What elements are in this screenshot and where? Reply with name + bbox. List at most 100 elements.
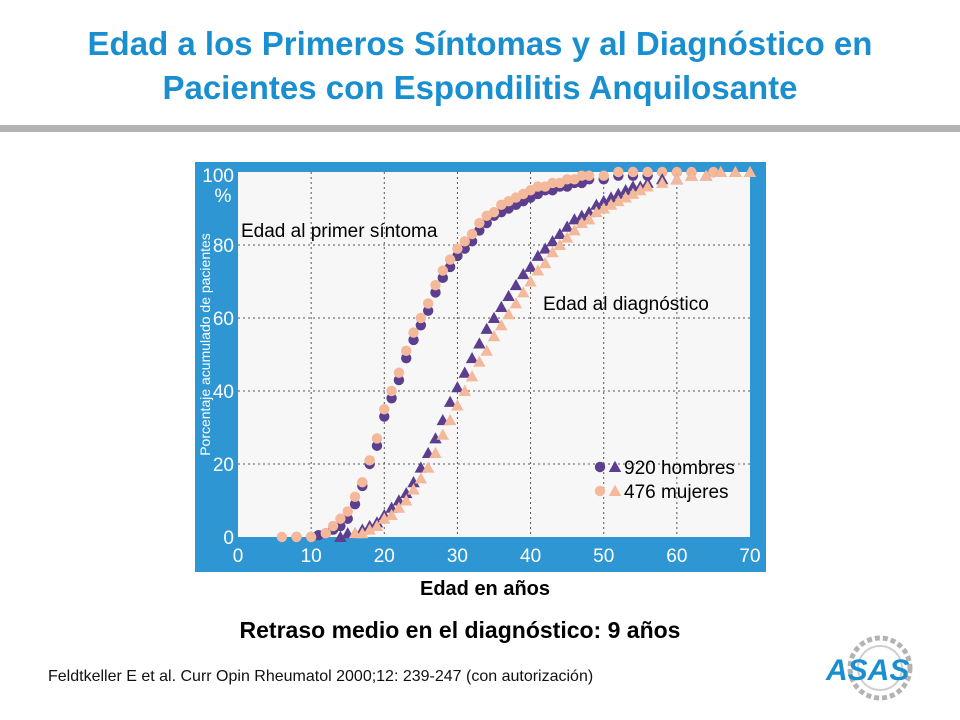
data-point [327, 520, 339, 532]
data-point [407, 476, 420, 488]
data-point [385, 508, 398, 521]
data-point [612, 187, 625, 199]
data-point [517, 268, 530, 280]
data-point [443, 414, 457, 426]
annotation-diagnosis: Edad al diagnóstico [543, 294, 709, 315]
data-point [458, 366, 471, 378]
data-point [604, 191, 618, 203]
y-tick-label: 0 [223, 528, 234, 549]
data-point [671, 166, 683, 178]
data-point [465, 370, 479, 382]
chart-panel: 0 10 20 30 40 50 60 70 0 20 40 60 80 100% Porcentaje a… [195, 162, 766, 572]
x-tick-label: 60 [666, 546, 687, 567]
data-point [547, 177, 558, 189]
legend-circle-marker [594, 461, 606, 473]
data-point [575, 216, 588, 229]
data-point [415, 320, 427, 331]
data-point [414, 472, 428, 484]
data-point [401, 345, 412, 357]
x-tick-label: 30 [447, 546, 468, 567]
data-point [437, 265, 448, 276]
data-point [349, 491, 361, 503]
y-tick-label: 60 [213, 309, 234, 330]
data-point [349, 498, 361, 510]
data-point [408, 327, 419, 338]
data-point [531, 249, 545, 261]
data-point [604, 198, 618, 210]
data-point [590, 205, 603, 218]
data-point [429, 432, 442, 444]
data-point [487, 311, 501, 323]
legend-circle-marker [594, 485, 606, 497]
data-point [379, 404, 390, 415]
data-point [568, 224, 581, 236]
data-point [276, 531, 288, 543]
data-point [531, 264, 545, 276]
data-point [429, 446, 442, 459]
data-point [546, 246, 559, 258]
data-point [560, 231, 574, 243]
data-point [400, 494, 413, 506]
data-point [459, 236, 470, 247]
x-axis-label: Edad en años [419, 578, 551, 600]
data-point [626, 187, 640, 199]
data-point [371, 440, 383, 451]
slide-title: Edad a los Primeros Síntomas y al Diagnó… [0, 22, 960, 110]
data-point [473, 337, 486, 349]
legend-triangle-marker [608, 484, 622, 496]
data-point [634, 184, 647, 196]
data-point [430, 287, 441, 298]
data-point [553, 227, 567, 240]
data-point [729, 165, 742, 177]
data-point [421, 461, 435, 473]
data-point [459, 243, 470, 254]
asas-logo: ASAS [820, 628, 920, 704]
data-point [378, 512, 391, 524]
data-point [670, 173, 684, 185]
data-point [743, 165, 757, 177]
data-point [393, 367, 405, 378]
data-point [656, 176, 669, 188]
title-line-2: Pacientes con Espondilitis Anquilosante [162, 69, 798, 106]
data-point [422, 298, 434, 309]
x-tick-label: 70 [739, 546, 760, 567]
data-point [335, 513, 346, 524]
data-point [436, 428, 449, 440]
data-point [539, 257, 552, 269]
data-point [488, 206, 500, 218]
data-point [473, 355, 486, 367]
data-point [465, 351, 479, 364]
data-point [560, 220, 574, 232]
data-point [502, 308, 515, 320]
data-point [407, 483, 420, 495]
data-point [612, 195, 625, 207]
data-point [583, 170, 595, 181]
data-point [524, 260, 537, 272]
x-tick-label: 50 [593, 546, 614, 567]
data-point [408, 334, 419, 346]
data-point [386, 393, 397, 404]
y-tick-label: 40 [213, 382, 234, 403]
data-point [575, 209, 588, 221]
data-point [597, 195, 610, 207]
data-point [619, 184, 632, 196]
data-point [334, 530, 347, 542]
y-tick-label: 20 [213, 455, 234, 476]
data-point [320, 528, 331, 539]
legend-triangle-marker [608, 460, 622, 472]
data-point [568, 213, 581, 225]
data-point [641, 180, 654, 192]
y-unit-label: % [215, 186, 232, 207]
data-point [452, 243, 463, 254]
data-point [392, 501, 406, 513]
data-point [487, 330, 501, 342]
data-point [642, 166, 653, 178]
data-point [495, 319, 508, 331]
asas-logo-text: ASAS [825, 654, 909, 687]
data-point [400, 487, 413, 499]
data-point [422, 305, 434, 316]
data-point [561, 174, 573, 185]
data-point [451, 381, 464, 393]
data-point [291, 531, 302, 543]
data-point [539, 242, 552, 254]
